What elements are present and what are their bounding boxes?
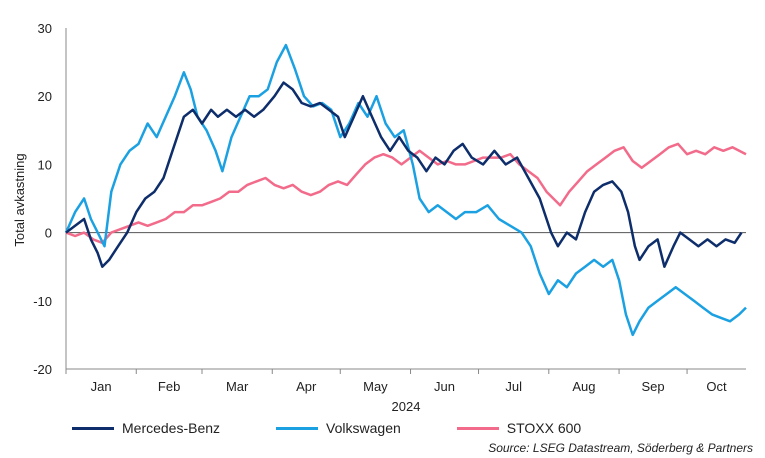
legend-swatch-mercedes-benz (72, 426, 114, 430)
x-tick-label: Jan (91, 379, 112, 394)
legend-item-volkswagen: Volkswagen (276, 420, 401, 436)
x-tick-label: Jul (505, 379, 522, 394)
x-tick-label: Mar (226, 379, 249, 394)
x-axis-title: 2024 (392, 399, 421, 414)
legend-item-mercedes-benz: Mercedes-Benz (72, 420, 220, 436)
x-tick-label: Sep (641, 379, 664, 394)
legend-swatch-volkswagen (276, 426, 319, 430)
x-tick-label: Aug (572, 379, 595, 394)
x-tick-label: Oct (706, 379, 727, 394)
legend-swatch-stoxx-600 (456, 426, 499, 430)
series-line-stoxx-600 (65, 142, 747, 245)
legend-item-stoxx-600: STOXX 600 (456, 420, 582, 436)
legend-label-stoxx-600: STOXX 600 (506, 420, 582, 436)
x-axis-ticks: Jan Feb Mar Apr May Jun Jul Aug Sep Oct (65, 369, 727, 394)
x-tick-label: Feb (158, 379, 180, 394)
series-lines (64, 43, 747, 337)
x-tick-label: May (363, 379, 388, 394)
y-tick-label: 0 (45, 226, 52, 241)
x-tick-label: Jun (434, 379, 455, 394)
y-tick-label: 10 (38, 157, 52, 172)
series-line-mercedes-benz (65, 81, 743, 268)
y-tick-label: -20 (33, 362, 52, 377)
x-tick-label: Apr (296, 379, 317, 394)
legend-label-volkswagen: Volkswagen (326, 420, 401, 436)
y-axis-ticks: 30 20 10 0 -10 -20 (33, 21, 52, 377)
legend: Mercedes-Benz Volkswagen STOXX 600 (72, 420, 581, 436)
series-line-volkswagen (64, 43, 747, 337)
source-note: Source: LSEG Datastream, Söderberg & Par… (488, 441, 753, 455)
y-tick-label: 20 (38, 89, 52, 104)
y-tick-label: 30 (38, 21, 52, 36)
y-tick-label: -10 (33, 294, 52, 309)
legend-label-mercedes-benz: Mercedes-Benz (122, 420, 221, 436)
y-axis-title: Total avkastning (12, 153, 27, 246)
